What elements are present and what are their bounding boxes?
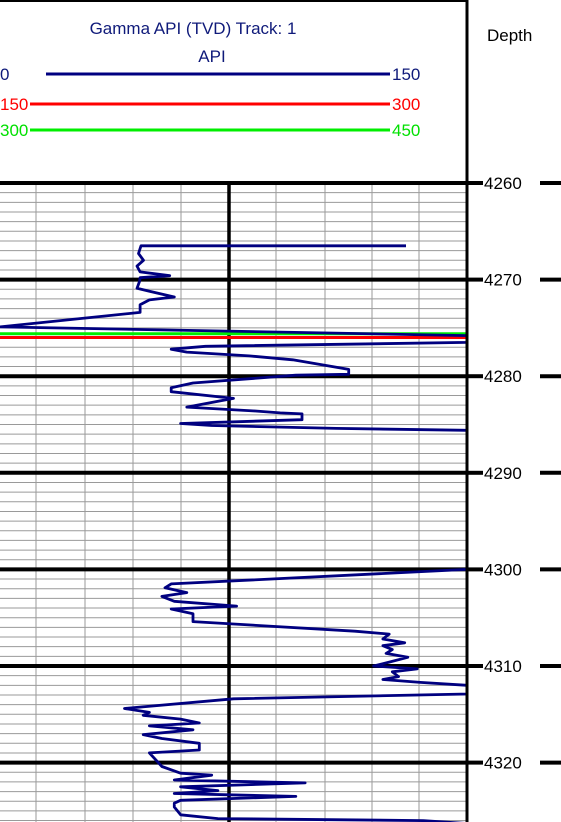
depth-tick-label: 4300 <box>484 560 522 579</box>
scale-max-1: 300 <box>392 95 420 114</box>
scale-max-2: 450 <box>392 121 420 140</box>
depth-tick-label: 4290 <box>484 464 522 483</box>
depth-tick-label: 4280 <box>484 367 522 386</box>
track-unit: API <box>198 47 225 66</box>
track-title: Gamma API (TVD) Track: 1 <box>90 19 297 38</box>
depth-axis-label: Depth <box>487 26 532 45</box>
scale-min-0: 0 <box>0 65 9 84</box>
track-frame <box>0 0 469 822</box>
depth-axis: 4260 4270 4280 4290 4300 4310 4320 <box>467 174 561 773</box>
depth-tick-label: 4310 <box>484 657 522 676</box>
scale-min-1: 150 <box>0 95 28 114</box>
track-header: Gamma API (TVD) Track: 1 API Depth <box>90 19 533 66</box>
depth-tick-label: 4270 <box>484 271 522 290</box>
scale-max-0: 150 <box>392 65 420 84</box>
scale-min-2: 300 <box>0 121 28 140</box>
scale-legend: 0 150 150 300 300 450 <box>0 65 420 140</box>
depth-tick-label: 4320 <box>484 754 522 773</box>
chart-grid <box>0 181 467 822</box>
depth-tick-label: 4260 <box>484 174 522 193</box>
